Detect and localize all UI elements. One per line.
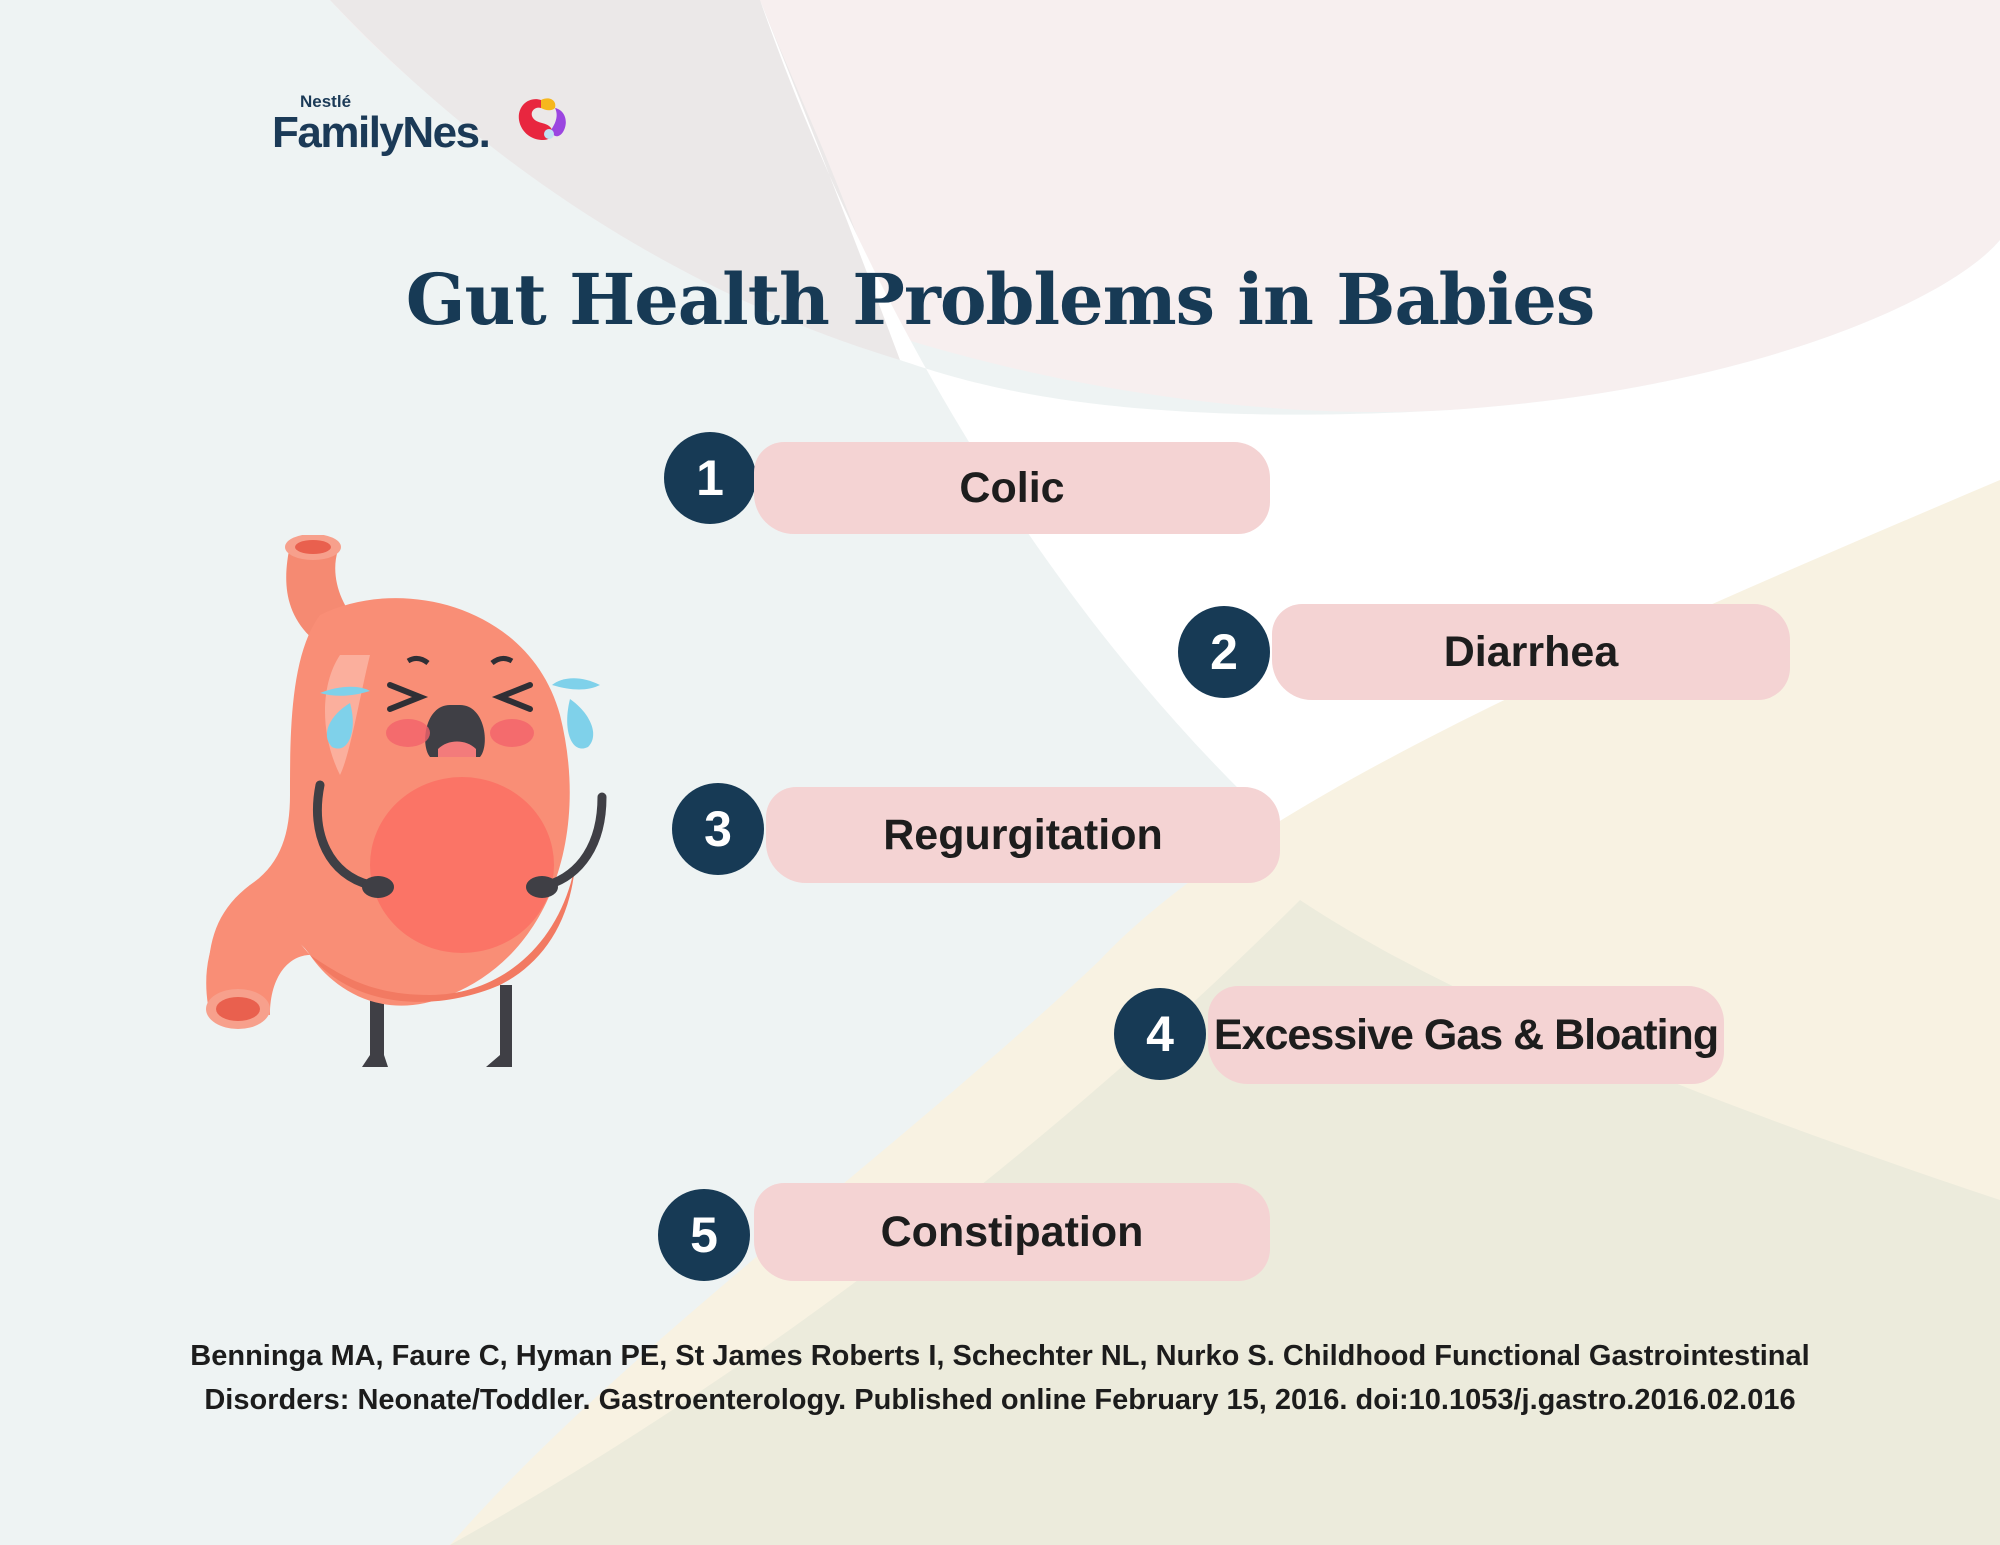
number-badge: 5 [658,1189,750,1281]
brand-name: FamilyNes. [272,108,491,157]
problem-label: Regurgitation [766,787,1280,883]
brand-sub-label: Nestlé [300,92,352,111]
problem-item-colic: 1 Colic [664,432,1274,534]
problem-item-gas-bloating: 4 Excessive Gas & Bloating [1114,986,1734,1088]
number-badge: 4 [1114,988,1206,1080]
problem-item-diarrhea: 2 Diarrhea [1178,604,1798,706]
number-badge: 3 [672,783,764,875]
problem-item-regurgitation: 3 Regurgitation [672,783,1282,883]
number-badge: 2 [1178,606,1270,698]
citation-line-1: Benninga MA, Faure C, Hyman PE, St James… [190,1340,1810,1372]
number-badge: 1 [664,432,756,524]
problem-label: Diarrhea [1272,604,1790,700]
citation: Benninga MA, Faure C, Hyman PE, St James… [0,1334,2000,1422]
crying-stomach-illustration-icon [206,535,607,1067]
problem-item-constipation: 5 Constipation [658,1183,1278,1289]
problem-label: Excessive Gas & Bloating [1208,986,1724,1084]
problem-label: Constipation [754,1183,1270,1281]
page-title: Gut Health Problems in Babies [405,258,1596,341]
brand-logo: Nestlé FamilyNes. [272,92,592,162]
problem-label: Colic [754,442,1270,534]
citation-line-2: Disorders: Neonate/Toddler. Gastroentero… [204,1384,1796,1416]
familynes-logo-mark-icon [518,98,566,140]
